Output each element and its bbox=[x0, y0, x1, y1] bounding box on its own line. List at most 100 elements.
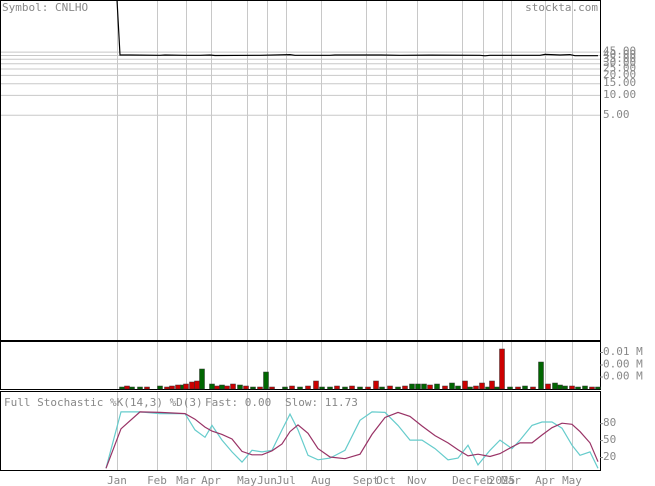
volume-bar bbox=[313, 380, 319, 390]
series-line bbox=[105, 411, 599, 469]
volume-bar bbox=[129, 386, 135, 390]
x-tick-label: Oct bbox=[376, 474, 396, 486]
volume-bar bbox=[395, 386, 401, 390]
volume-bar bbox=[373, 380, 379, 390]
volume-bar bbox=[263, 371, 269, 390]
volume-bar bbox=[442, 385, 448, 390]
volume-bar bbox=[257, 386, 263, 390]
panel-frame bbox=[0, 391, 601, 471]
y-tick-label: 25.00 bbox=[603, 61, 636, 74]
y-tick-label: 0.00 M bbox=[603, 370, 643, 383]
x-tick-label: Dec bbox=[452, 474, 472, 486]
legend-entry: Fast: 0.00 bbox=[205, 396, 271, 409]
volume-bar bbox=[557, 384, 563, 390]
y-tick-label: 0.01 M bbox=[603, 345, 643, 358]
volume-bar bbox=[530, 386, 536, 390]
volume-bar bbox=[467, 386, 473, 390]
y-tick-label: 20.00 bbox=[603, 68, 636, 81]
panel-frame bbox=[0, 0, 601, 341]
volume-bar bbox=[342, 386, 348, 390]
y-tick-label: 20 bbox=[603, 450, 616, 463]
volume-bar bbox=[289, 385, 295, 390]
volume-bar bbox=[387, 385, 393, 390]
volume-bar bbox=[402, 385, 408, 390]
volume-bar bbox=[137, 386, 143, 390]
volume-bar bbox=[479, 382, 485, 390]
volume-bar bbox=[224, 385, 230, 390]
volume-bar bbox=[538, 361, 544, 390]
y-tick-label: 0.00 M bbox=[603, 358, 643, 371]
x-tick-label: Nov bbox=[407, 474, 427, 486]
volume-bar bbox=[489, 380, 495, 390]
legend-entry: Slow: 11.73 bbox=[285, 396, 358, 409]
volume-bar bbox=[462, 380, 468, 390]
x-tick-label: Aug bbox=[311, 474, 331, 486]
volume-bar bbox=[434, 383, 440, 390]
site-label: stockta.com bbox=[525, 1, 598, 14]
volume-bar bbox=[214, 385, 220, 390]
volume-bar bbox=[189, 381, 195, 390]
volume-bar bbox=[507, 386, 513, 390]
volume-bar bbox=[209, 383, 215, 390]
volume-bar bbox=[305, 385, 311, 390]
volume-bar bbox=[230, 383, 236, 390]
volume-bar bbox=[297, 386, 303, 390]
x-tick-label: Jul bbox=[276, 474, 296, 486]
volume-bar bbox=[545, 383, 551, 390]
series-line bbox=[105, 411, 599, 469]
volume-bar bbox=[164, 386, 170, 390]
volume-bar bbox=[250, 386, 256, 390]
volume-bar bbox=[595, 386, 601, 390]
volume-bar bbox=[589, 386, 595, 390]
volume-bar bbox=[169, 385, 175, 390]
volume-bar bbox=[473, 385, 479, 390]
volume-bar bbox=[499, 348, 505, 390]
y-tick-label: 80 bbox=[603, 416, 616, 429]
volume-bar bbox=[269, 386, 275, 390]
volume-bar bbox=[349, 385, 355, 390]
volume-bar bbox=[237, 384, 243, 390]
y-tick-label: 15.00 bbox=[603, 76, 636, 89]
y-tick-label: 5.00 bbox=[603, 108, 630, 121]
volume-bar bbox=[319, 386, 325, 390]
volume-bar bbox=[327, 386, 333, 390]
x-tick-label: Feb bbox=[473, 474, 493, 486]
symbol-label: Symbol: CNLHO bbox=[2, 1, 88, 14]
x-tick-label: Mar bbox=[501, 474, 521, 486]
volume-bar bbox=[562, 385, 568, 390]
volume-bar bbox=[282, 386, 288, 390]
y-tick-label: 10.00 bbox=[603, 88, 636, 101]
x-tick-label: Feb bbox=[147, 474, 167, 486]
volume-bar bbox=[243, 385, 249, 390]
volume-bar bbox=[175, 384, 181, 390]
volume-bar bbox=[409, 383, 415, 390]
x-tick-label: 2025 bbox=[489, 474, 516, 486]
y-tick-label: 45.00 bbox=[603, 45, 636, 58]
volume-bar bbox=[199, 368, 205, 390]
x-tick-label: Mar bbox=[176, 474, 196, 486]
volume-bar bbox=[357, 386, 363, 390]
x-tick-label: May bbox=[562, 474, 582, 486]
x-tick-label: Jan bbox=[107, 474, 127, 486]
volume-bar bbox=[379, 386, 385, 390]
volume-bar bbox=[365, 386, 371, 390]
volume-bar bbox=[415, 383, 421, 390]
y-tick-label: 40.00 bbox=[603, 48, 636, 61]
volume-bar bbox=[515, 386, 521, 390]
x-tick-label: Apr bbox=[535, 474, 555, 486]
volume-bar bbox=[427, 384, 433, 390]
series-line bbox=[116, 0, 598, 57]
x-tick-label: Sept bbox=[353, 474, 380, 486]
volume-bar bbox=[449, 382, 455, 390]
y-tick-label: 35.00 bbox=[603, 52, 636, 65]
volume-bar bbox=[552, 382, 558, 390]
volume-bar bbox=[119, 386, 125, 390]
x-tick-label: Apr bbox=[201, 474, 221, 486]
volume-bar bbox=[575, 386, 581, 390]
volume-bar bbox=[522, 385, 528, 390]
x-tick-label: May bbox=[237, 474, 257, 486]
volume-bar bbox=[157, 385, 163, 390]
volume-bar bbox=[194, 380, 200, 390]
